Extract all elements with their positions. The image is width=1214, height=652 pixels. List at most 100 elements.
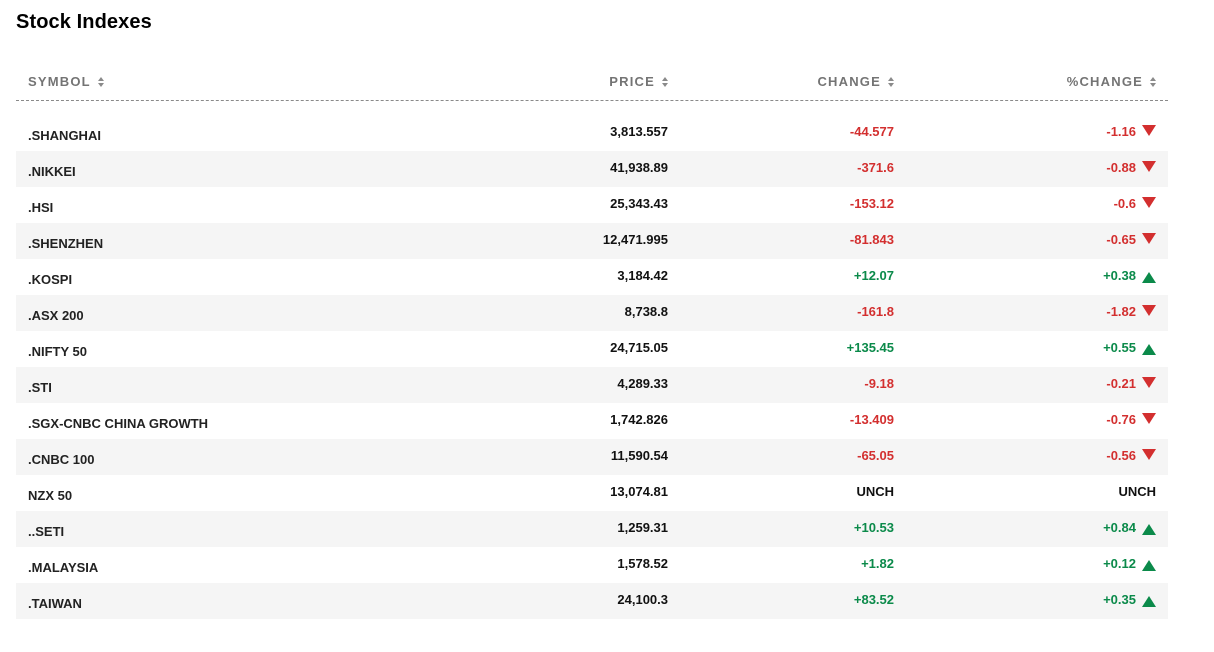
- symbol-link[interactable]: .SHENZHEN: [28, 236, 104, 251]
- change-value: -81.843: [849, 232, 894, 247]
- table-row[interactable]: .ASX 200 8,738.8 -161.8 -1.82: [16, 295, 1168, 331]
- pct-change-cell: +0.12: [1103, 556, 1156, 571]
- column-header-change[interactable]: CHANGE: [817, 74, 894, 89]
- pct-change-cell: +0.38: [1103, 268, 1156, 283]
- table-row[interactable]: .NIKKEI 41,938.89 -371.6 -0.88: [16, 151, 1168, 187]
- price-value: 8,738.8: [624, 304, 668, 319]
- arrow-up-icon: [1142, 523, 1156, 535]
- pct-change-cell: -1.82: [1106, 304, 1156, 319]
- pct-change-value: -0.6: [1113, 196, 1136, 211]
- arrow-up-icon: [1142, 559, 1156, 571]
- arrow-down-icon: [1142, 305, 1156, 316]
- pct-change-cell: -0.21: [1106, 376, 1156, 391]
- symbol-link[interactable]: NZX 50: [28, 488, 73, 503]
- symbol-link[interactable]: .SGX-CNBC CHINA GROWTH: [28, 416, 209, 431]
- symbol-link[interactable]: .NIFTY 50: [28, 344, 88, 359]
- column-header-pct-change-label: %CHANGE: [1066, 74, 1143, 89]
- pct-change-cell: UNCH: [1118, 484, 1156, 499]
- change-value: -44.577: [849, 124, 894, 139]
- column-header-price-label: PRICE: [609, 74, 655, 89]
- stock-indexes-table: SYMBOL PRICE CHANGE %CHANGE .SHANGHAI 3,8…: [16, 64, 1168, 619]
- pct-change-value: +0.55: [1103, 340, 1136, 355]
- pct-change-cell: -0.6: [1114, 196, 1156, 211]
- sort-icon[interactable]: [662, 76, 668, 87]
- table-row[interactable]: .KOSPI 3,184.42 +12.07 +0.38: [16, 259, 1168, 295]
- pct-change-value: +0.35: [1103, 592, 1136, 607]
- arrow-up-icon: [1142, 595, 1156, 607]
- table-header: SYMBOL PRICE CHANGE %CHANGE: [16, 64, 1168, 101]
- sort-icon[interactable]: [1150, 76, 1156, 87]
- change-value: +83.52: [853, 592, 894, 607]
- symbol-link[interactable]: ..SETI: [28, 524, 65, 539]
- table-row[interactable]: ..SETI 1,259.31 +10.53 +0.84: [16, 511, 1168, 547]
- price-value: 1,742.826: [610, 412, 668, 427]
- change-value: -161.8: [857, 304, 894, 319]
- page-title: Stock Indexes: [16, 11, 152, 33]
- symbol-link[interactable]: .STI: [28, 380, 52, 395]
- pct-change-cell: +0.35: [1103, 592, 1156, 607]
- pct-change-value: -1.82: [1106, 304, 1136, 319]
- arrow-up-icon: [1142, 271, 1156, 283]
- arrow-down-icon: [1142, 197, 1156, 208]
- table-row[interactable]: .HSI 25,343.43 -153.12 -0.6: [16, 187, 1168, 223]
- change-value: +135.45: [846, 340, 894, 355]
- pct-change-value: +0.12: [1103, 556, 1136, 571]
- symbol-link[interactable]: .TAIWAN: [28, 596, 82, 611]
- change-value: +1.82: [861, 556, 894, 571]
- pct-change-cell: +0.84: [1103, 520, 1156, 535]
- pct-change-cell: -0.76: [1106, 412, 1156, 427]
- change-value: -13.409: [849, 412, 894, 427]
- pct-change-value: +0.38: [1103, 268, 1136, 283]
- table-row[interactable]: .CNBC 100 11,590.54 -65.05 -0.56: [16, 439, 1168, 475]
- symbol-link[interactable]: .ASX 200: [28, 308, 84, 323]
- table-row[interactable]: .SHANGHAI 3,813.557 -44.577 -1.16: [16, 115, 1168, 151]
- pct-change-cell: -0.56: [1106, 448, 1156, 463]
- symbol-link[interactable]: .MALAYSIA: [28, 560, 99, 575]
- change-value: -153.12: [849, 196, 894, 211]
- pct-change-value: UNCH: [1118, 484, 1156, 499]
- price-value: 1,259.31: [617, 520, 668, 535]
- change-value: UNCH: [856, 484, 894, 499]
- table-body: .SHANGHAI 3,813.557 -44.577 -1.16 .NIKKEI 41,…: [16, 115, 1168, 619]
- change-value: -371.6: [857, 160, 894, 175]
- column-header-symbol-label: SYMBOL: [28, 74, 91, 89]
- pct-change-cell: -0.65: [1106, 232, 1156, 247]
- arrow-down-icon: [1142, 125, 1156, 136]
- table-row[interactable]: .SHENZHEN 12,471.995 -81.843 -0.65: [16, 223, 1168, 259]
- table-row[interactable]: .SGX-CNBC CHINA GROWTH 1,742.826 -13.409 -0…: [16, 403, 1168, 439]
- arrow-down-icon: [1142, 449, 1156, 460]
- pct-change-cell: -1.16: [1106, 124, 1156, 139]
- column-header-symbol[interactable]: SYMBOL: [28, 74, 104, 89]
- table-row[interactable]: .TAIWAN 24,100.3 +83.52 +0.35: [16, 583, 1168, 619]
- price-value: 3,813.557: [610, 124, 668, 139]
- arrow-down-icon: [1142, 233, 1156, 244]
- symbol-link[interactable]: .HSI: [28, 200, 54, 215]
- price-value: 41,938.89: [610, 160, 668, 175]
- change-value: -65.05: [857, 448, 894, 463]
- table-row[interactable]: .MALAYSIA 1,578.52 +1.82 +0.12: [16, 547, 1168, 583]
- symbol-link[interactable]: .CNBC 100: [28, 452, 95, 467]
- table-row[interactable]: .STI 4,289.33 -9.18 -0.21: [16, 367, 1168, 403]
- symbol-link[interactable]: .NIKKEI: [28, 164, 76, 179]
- pct-change-value: -1.16: [1106, 124, 1136, 139]
- price-value: 1,578.52: [617, 556, 668, 571]
- column-header-price[interactable]: PRICE: [609, 74, 668, 89]
- symbol-link[interactable]: .KOSPI: [28, 272, 73, 287]
- symbol-link[interactable]: .SHANGHAI: [28, 128, 101, 143]
- pct-change-cell: -0.88: [1106, 160, 1156, 175]
- arrow-up-icon: [1142, 343, 1156, 355]
- sort-icon[interactable]: [888, 76, 894, 87]
- pct-change-value: -0.76: [1106, 412, 1136, 427]
- table-row[interactable]: NZX 50 13,074.81 UNCH UNCH: [16, 475, 1168, 511]
- pct-change-value: +0.84: [1103, 520, 1136, 535]
- price-value: 12,471.995: [602, 232, 668, 247]
- sort-icon[interactable]: [97, 76, 104, 87]
- change-value: +12.07: [853, 268, 894, 283]
- pct-change-cell: +0.55: [1103, 340, 1156, 355]
- column-header-pct-change[interactable]: %CHANGE: [1067, 74, 1156, 89]
- column-header-change-label: CHANGE: [817, 74, 881, 89]
- arrow-down-icon: [1142, 161, 1156, 172]
- pct-change-value: -0.65: [1106, 232, 1136, 247]
- arrow-down-icon: [1142, 377, 1156, 388]
- table-row[interactable]: .NIFTY 50 24,715.05 +135.45 +0.55: [16, 331, 1168, 367]
